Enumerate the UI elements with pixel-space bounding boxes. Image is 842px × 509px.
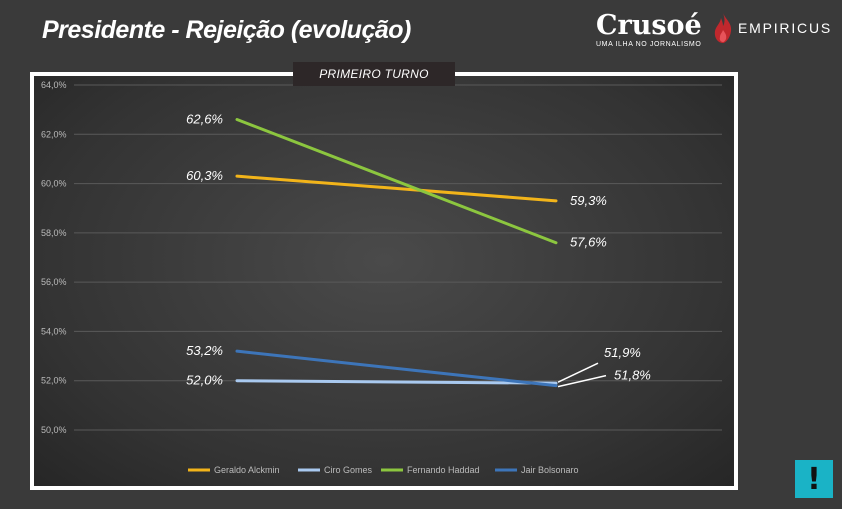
data-label: 59,3% [570,193,607,208]
alert-icon[interactable]: ! [795,460,833,498]
page-title: Presidente - Rejeição (evolução) [42,16,411,44]
brand-tagline: UMA ILHA NO JORNALISMO [596,41,702,48]
chart-frame [30,72,738,490]
legend-item: Jair Bolsonaro [521,465,579,475]
data-label: 57,6% [570,235,607,250]
data-label: 52,0% [186,373,223,388]
partner-name: EMPIRICUS [738,20,832,36]
y-tick-label: 50,0% [41,425,67,435]
data-label: 51,8% [614,368,651,383]
y-tick-label: 54,0% [41,326,67,336]
series-line [235,118,558,245]
legend-item: Fernando Haddad [407,465,480,475]
y-tick-label: 52,0% [41,376,67,386]
brand-name: Crusoé [596,10,702,41]
label-leader-line [557,374,607,388]
data-label: 53,2% [186,343,223,358]
flame-icon [714,13,732,43]
y-tick-label: 58,0% [41,228,67,238]
data-label: 51,9% [604,345,641,360]
series-line [235,174,558,203]
data-label: 60,3% [186,168,223,183]
y-tick-label: 60,0% [41,179,67,189]
partner-logo: EMPIRICUS [712,12,832,44]
chart-area [34,76,734,486]
y-tick-label: 56,0% [41,277,67,287]
y-tick-label: 62,0% [41,129,67,139]
legend-item: Ciro Gomes [324,465,373,475]
legend-item: Geraldo Alckmin [214,465,280,475]
y-tick-label: 64,0% [41,80,67,90]
series-line [235,379,558,385]
brand-logo: Crusoé UMA ILHA NO JORNALISMO [596,10,702,49]
series-line [235,349,558,388]
data-label: 62,6% [186,112,223,127]
chart-subtitle: PRIMEIRO TURNO [293,62,455,86]
label-leader-line [557,362,599,383]
